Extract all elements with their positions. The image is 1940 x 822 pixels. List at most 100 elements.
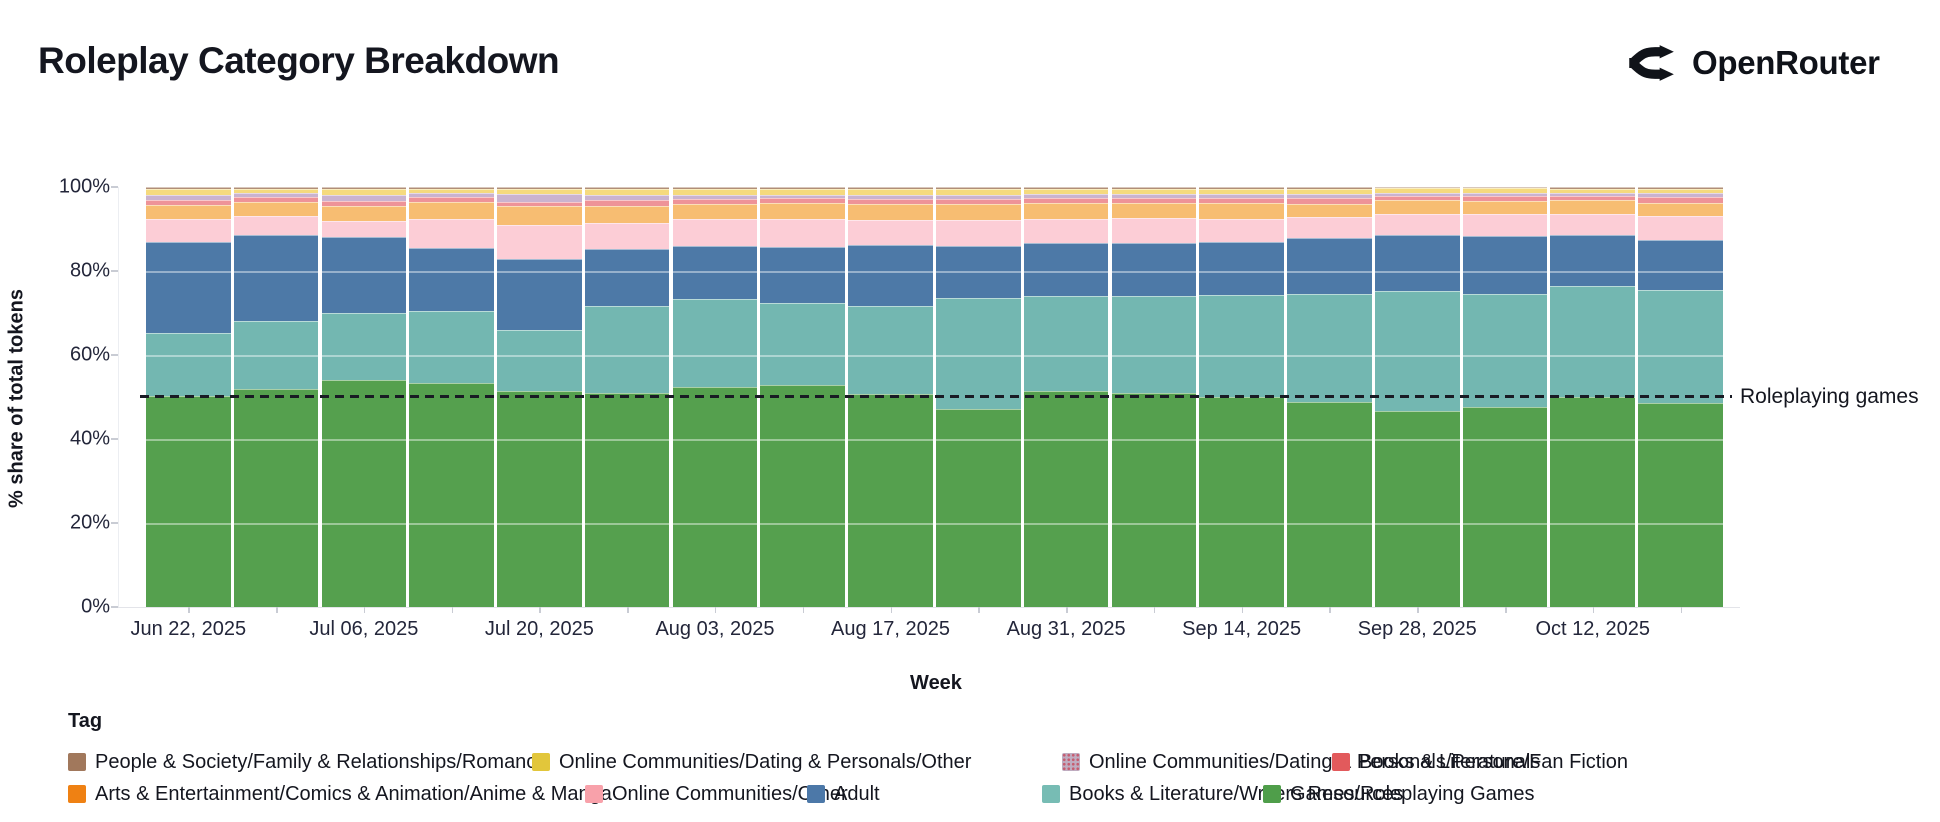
legend-item[interactable]: Arts & Entertainment/Comics & Animation/… (68, 781, 612, 807)
bar-segment[interactable] (1287, 401, 1372, 607)
bar-segment[interactable] (936, 187, 1021, 190)
bar-segment[interactable] (1199, 188, 1284, 195)
bar-segment[interactable] (233, 201, 319, 217)
bar-segment[interactable] (1550, 285, 1636, 397)
bar-segment[interactable] (1199, 242, 1284, 295)
bar-segment[interactable] (584, 248, 670, 306)
bar-segment[interactable] (848, 195, 933, 199)
bar-segment[interactable] (672, 187, 758, 190)
bar-segment[interactable] (936, 198, 1021, 204)
bar-segment[interactable] (584, 222, 670, 249)
bar-segment[interactable] (936, 189, 1021, 196)
bar-segment[interactable] (1462, 200, 1548, 215)
bar-segment[interactable] (936, 220, 1021, 247)
bar-segment[interactable] (321, 189, 407, 196)
bar-segment[interactable] (497, 224, 582, 260)
bar-segment[interactable] (584, 200, 670, 206)
bar-segment[interactable] (848, 306, 933, 395)
bar-segment[interactable] (409, 247, 494, 311)
bar-segment[interactable] (1638, 202, 1723, 217)
bar-segment[interactable] (672, 189, 758, 196)
bar-segment[interactable] (1023, 194, 1109, 198)
bar-segment[interactable] (584, 305, 670, 394)
bar-segment[interactable] (1023, 390, 1109, 607)
bar-segment[interactable] (1462, 192, 1548, 196)
bar-segment[interactable] (1287, 197, 1372, 204)
bar-segment[interactable] (1111, 296, 1197, 394)
bar-segment[interactable] (497, 390, 582, 607)
legend-item[interactable]: Online Communities/Other (585, 781, 848, 807)
bar-segment[interactable] (1111, 202, 1197, 218)
bar-segment[interactable] (321, 195, 407, 202)
bar-segment[interactable] (146, 219, 231, 242)
bar-segment[interactable] (672, 198, 758, 204)
bar-segment[interactable] (321, 380, 407, 607)
bar-segment[interactable] (672, 299, 758, 387)
bar-segment[interactable] (760, 198, 846, 203)
bar-segment[interactable] (848, 186, 933, 189)
bar-segment[interactable] (1550, 235, 1636, 286)
bar-segment[interactable] (233, 193, 319, 198)
bar-segment[interactable] (497, 194, 582, 202)
legend-item[interactable]: Online Communities/Dating & Personals/Ot… (532, 749, 971, 775)
legend-item[interactable]: People & Society/Family & Relationships/… (68, 749, 547, 775)
bar-segment[interactable] (497, 187, 582, 189)
bar-segment[interactable] (1287, 188, 1372, 195)
bar-segment[interactable] (1550, 193, 1636, 196)
bar-segment[interactable] (1550, 195, 1636, 201)
bar-segment[interactable] (1287, 216, 1372, 238)
bar-segment[interactable] (760, 384, 846, 607)
bar-segment[interactable] (1023, 187, 1109, 189)
bar-segment[interactable] (672, 218, 758, 246)
bar-segment[interactable] (760, 187, 846, 190)
bar-segment[interactable] (1550, 396, 1636, 607)
bar-segment[interactable] (584, 393, 670, 607)
bar-segment[interactable] (1023, 203, 1109, 219)
bar-segment[interactable] (584, 189, 670, 196)
bar-segment[interactable] (936, 409, 1021, 607)
bar-segment[interactable] (936, 195, 1021, 199)
bar-segment[interactable] (1462, 236, 1548, 295)
bar-segment[interactable] (497, 205, 582, 225)
bar-segment[interactable] (1199, 197, 1284, 204)
bar-segment[interactable] (1374, 291, 1460, 411)
bar-segment[interactable] (409, 196, 494, 202)
bar-segment[interactable] (1462, 195, 1548, 201)
bar-segment[interactable] (1462, 188, 1548, 193)
bar-segment[interactable] (1199, 194, 1284, 198)
bar-segment[interactable] (1023, 188, 1109, 195)
bar-segment[interactable] (146, 241, 231, 334)
bar-segment[interactable] (1550, 187, 1636, 189)
bar-segment[interactable] (1374, 192, 1460, 196)
bar-segment[interactable] (1374, 187, 1460, 189)
legend-item[interactable]: Books & Literature/Writers Resources (1042, 781, 1403, 807)
bar-segment[interactable] (233, 188, 319, 194)
bar-segment[interactable] (760, 203, 846, 220)
bar-segment[interactable] (1287, 194, 1372, 198)
bar-segment[interactable] (233, 235, 319, 322)
bar-segment[interactable] (146, 187, 231, 190)
legend-item[interactable]: Books & Literature/Fan Fiction (1332, 749, 1628, 775)
bar-segment[interactable] (233, 187, 319, 189)
bar-segment[interactable] (1111, 197, 1197, 203)
bar-segment[interactable] (760, 189, 846, 196)
bar-segment[interactable] (1111, 217, 1197, 244)
bar-segment[interactable] (1199, 187, 1284, 189)
bar-segment[interactable] (1111, 187, 1197, 189)
bar-segment[interactable] (233, 321, 319, 389)
bar-segment[interactable] (1638, 193, 1723, 197)
bar-segment[interactable] (1023, 218, 1109, 244)
bar-segment[interactable] (409, 310, 494, 383)
bar-segment[interactable] (409, 192, 494, 197)
bar-segment[interactable] (233, 216, 319, 236)
bar-segment[interactable] (936, 203, 1021, 221)
bar-segment[interactable] (848, 198, 933, 205)
bar-segment[interactable] (1374, 195, 1460, 201)
bar-segment[interactable] (1287, 237, 1372, 295)
bar-segment[interactable] (1638, 216, 1723, 240)
bar-segment[interactable] (848, 188, 933, 196)
bar-segment[interactable] (1199, 397, 1284, 607)
bar-segment[interactable] (1638, 402, 1723, 607)
bar-segment[interactable] (1462, 294, 1548, 407)
bar-segment[interactable] (672, 386, 758, 607)
